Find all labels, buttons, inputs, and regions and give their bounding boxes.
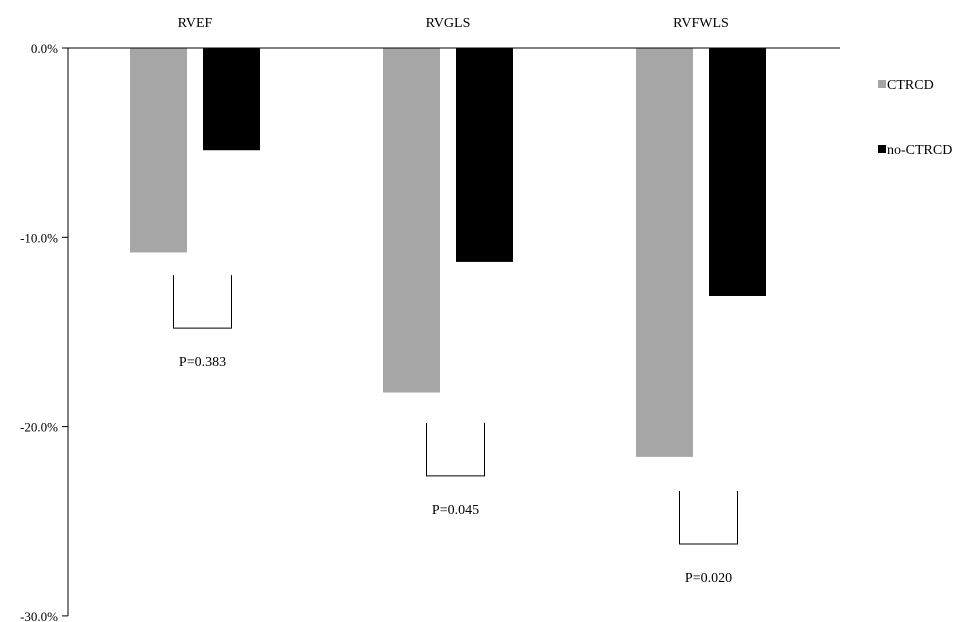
bar-no-ctrcd-rvgls bbox=[456, 48, 513, 262]
y-ticks-group: 0.0% -10.0% -20.0% -30.0% bbox=[20, 41, 68, 622]
bar-ctrcd-rvgls bbox=[383, 48, 440, 393]
category-label-rvgls: RVGLS bbox=[426, 16, 471, 31]
category-labels-group: RVEF RVGLS RVFWLS bbox=[178, 16, 729, 31]
y-tick-label: -30.0% bbox=[20, 609, 58, 622]
legend-label-ctrcd: CTRCD bbox=[887, 78, 934, 93]
bar-no-ctrcd-rvef bbox=[203, 48, 260, 151]
significance-bracket-rvgls bbox=[426, 422, 485, 477]
legend-label-no-ctrcd: no-CTRCD bbox=[887, 143, 952, 158]
legend-swatch-ctrcd bbox=[878, 80, 886, 88]
bar-ctrcd-rvef bbox=[130, 48, 187, 253]
brackets-group: P=0.383 P=0.045 P=0.020 bbox=[173, 275, 738, 586]
y-tick-label: 0.0% bbox=[31, 41, 58, 56]
bars-group bbox=[130, 48, 766, 457]
category-label-rvfwls: RVFWLS bbox=[673, 16, 729, 31]
y-tick-label: -10.0% bbox=[20, 230, 58, 245]
legend: CTRCD no-CTRCD bbox=[878, 78, 952, 158]
bar-no-ctrcd-rvfwls bbox=[709, 48, 766, 296]
y-tick-label: -20.0% bbox=[20, 420, 58, 435]
legend-swatch-no-ctrcd bbox=[878, 145, 886, 153]
p-value-label-rvgls: P=0.045 bbox=[432, 503, 479, 518]
p-value-label-rvef: P=0.383 bbox=[179, 355, 226, 370]
p-value-label-rvfwls: P=0.020 bbox=[685, 571, 732, 586]
significance-bracket-rvfwls bbox=[679, 490, 738, 545]
bar-ctrcd-rvfwls bbox=[636, 48, 693, 457]
significance-bracket-rvef bbox=[173, 275, 232, 329]
axes-group bbox=[67, 47, 840, 616]
category-label-rvef: RVEF bbox=[178, 16, 213, 31]
